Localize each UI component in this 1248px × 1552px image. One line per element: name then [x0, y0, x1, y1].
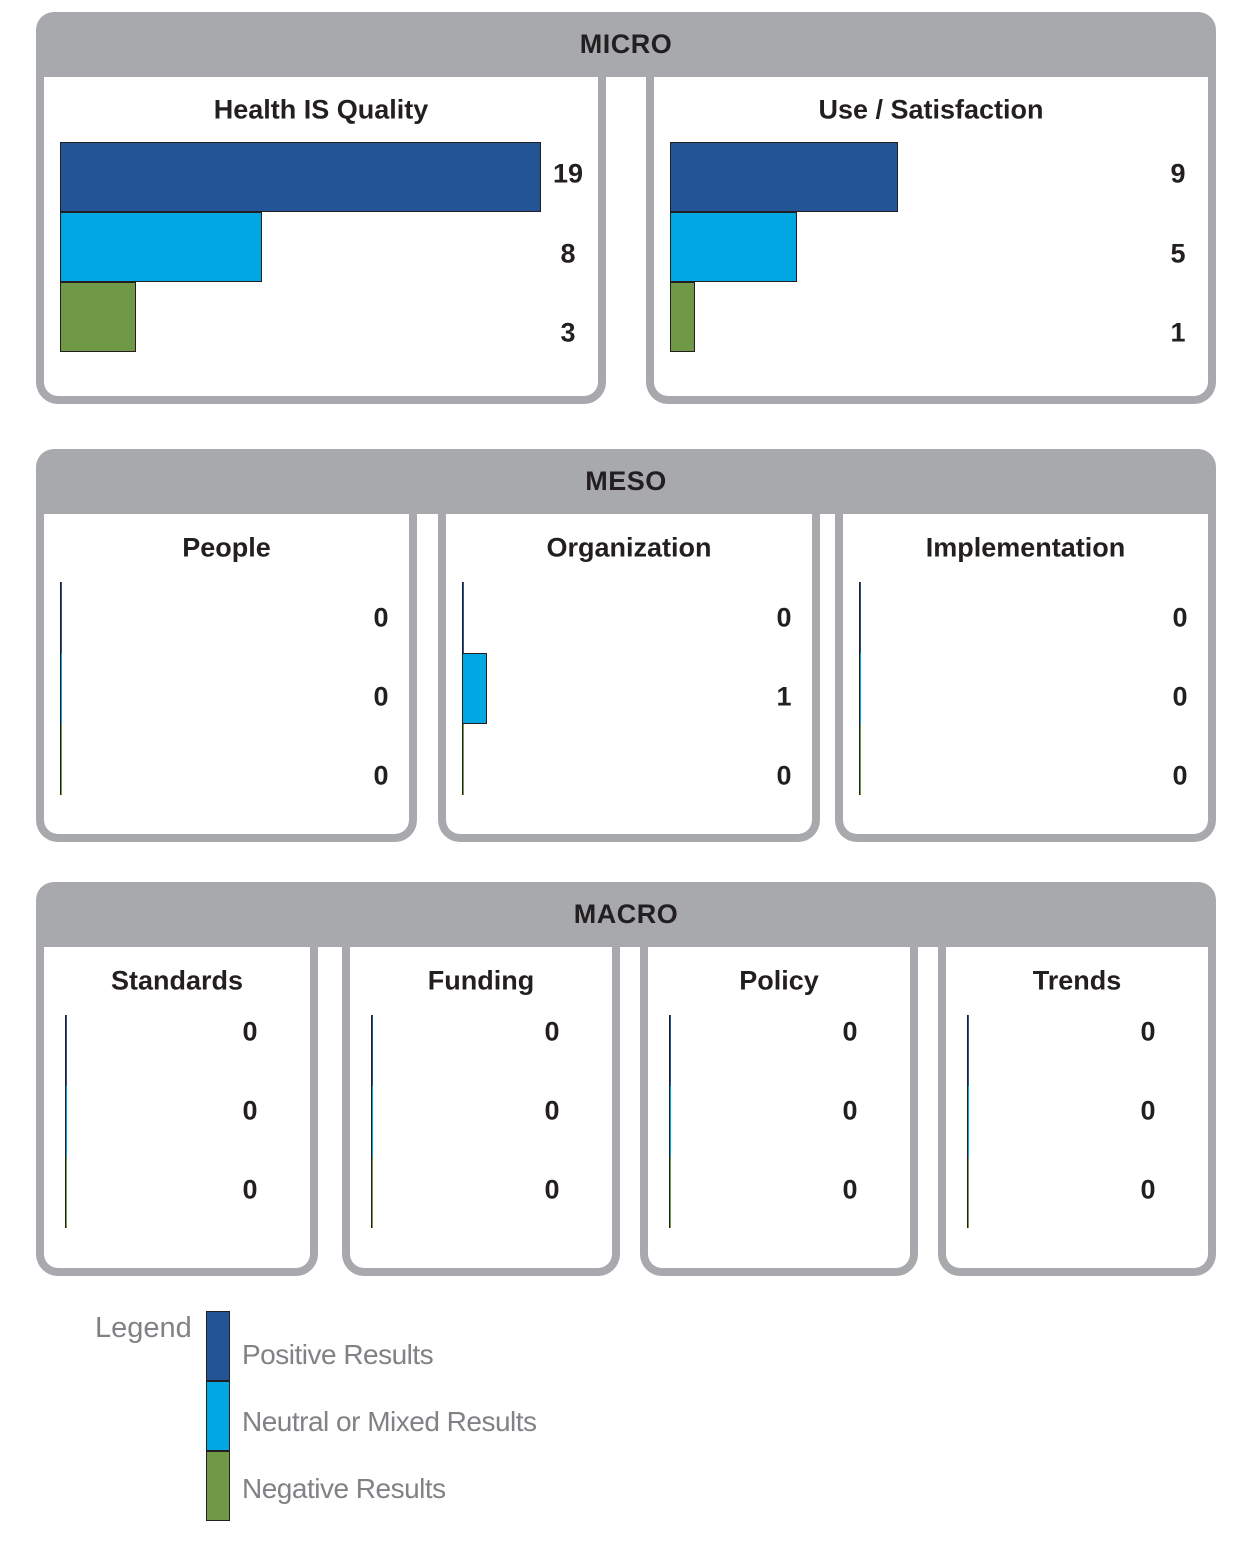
legend-label-neutral: Neutral or Mixed Results [242, 1406, 537, 1437]
bar-negative [60, 282, 136, 352]
bar-neutral [371, 1086, 373, 1157]
legend-label-negative: Negative Results [242, 1473, 446, 1504]
bar-neutral [60, 653, 62, 724]
value-label-negative: 0 [842, 1174, 858, 1205]
bar-neutral [60, 212, 263, 282]
value-label-positive: 0 [842, 1016, 858, 1047]
bar-neutral [967, 1086, 969, 1157]
bar-positive [65, 1015, 67, 1086]
legend-swatch-neutral [206, 1381, 230, 1451]
panel-funding: Funding 0 0 0 [342, 947, 620, 1276]
panel-people: People 0 0 0 [36, 514, 417, 842]
value-label-negative: 0 [1140, 1174, 1156, 1205]
value-label-positive: 19 [552, 158, 584, 189]
value-label-positive: 0 [776, 602, 792, 633]
panel-standards: Standards 0 0 0 [36, 947, 318, 1276]
panel-title: Health IS Quality [213, 94, 429, 125]
value-label-neutral: 0 [242, 1095, 258, 1126]
bar-positive [670, 142, 898, 212]
bar-positive [371, 1015, 373, 1086]
panel-title: People [182, 532, 271, 563]
bar-negative [60, 724, 62, 795]
bar-neutral [462, 653, 488, 724]
panel-organization: Organization 0 1 0 [438, 514, 820, 842]
value-label-neutral: 0 [1172, 681, 1188, 712]
panel-title: Trends [1032, 965, 1122, 996]
value-label-positive: 0 [373, 602, 389, 633]
bar-neutral [670, 212, 797, 282]
value-label-negative: 0 [373, 760, 389, 791]
panel-policy: Policy 0 0 0 [640, 947, 918, 1276]
value-label-neutral: 0 [373, 681, 389, 712]
panel-health-is-quality: Health IS Quality 19 8 3 [36, 77, 606, 404]
value-label-negative: 0 [776, 760, 792, 791]
value-label-neutral: 8 [560, 238, 576, 269]
bar-negative [669, 1157, 671, 1228]
panel-title: Use / Satisfaction [818, 94, 1044, 125]
panel-title: Funding [427, 965, 535, 996]
bar-negative [371, 1157, 373, 1228]
panel-implementation: Implementation 0 0 0 [835, 514, 1216, 842]
group-micro: MICRO Health IS Quality 19 8 3 Use / Satisfac… [36, 12, 1216, 404]
panel-title: Policy [739, 965, 819, 996]
value-label-neutral: 5 [1170, 238, 1186, 269]
bar-positive [60, 582, 62, 653]
value-label-negative: 0 [242, 1174, 258, 1205]
value-label-positive: 0 [242, 1016, 258, 1047]
group-header: MACRO [36, 882, 1216, 947]
panel-title: Organization [546, 532, 712, 563]
bar-positive [967, 1015, 969, 1086]
value-label-positive: 9 [1170, 158, 1186, 189]
value-label-neutral: 0 [544, 1095, 560, 1126]
value-label-neutral: 0 [842, 1095, 858, 1126]
value-label-negative: 1 [1170, 317, 1186, 348]
panel-use-satisfaction: Use / Satisfaction 9 5 1 [646, 77, 1216, 404]
value-label-positive: 0 [1172, 602, 1188, 633]
bar-neutral [669, 1086, 671, 1157]
bar-neutral [65, 1086, 67, 1157]
legend-swatch-negative [206, 1451, 230, 1521]
value-label-negative: 0 [1172, 760, 1188, 791]
bar-negative [967, 1157, 969, 1228]
panel-title: Implementation [925, 532, 1126, 563]
bar-positive [60, 142, 541, 212]
value-label-negative: 3 [560, 317, 576, 348]
panel-title: Standards [110, 965, 244, 996]
bar-negative [65, 1157, 67, 1228]
legend-label-positive: Positive Results [242, 1339, 434, 1370]
bar-positive [462, 582, 464, 653]
bar-negative [462, 724, 464, 795]
bar-positive [669, 1015, 671, 1086]
value-label-neutral: 0 [1140, 1095, 1156, 1126]
group-header: MICRO [36, 12, 1216, 77]
panel-trends: Trends 0 0 0 [938, 947, 1216, 1276]
bar-positive [859, 582, 861, 653]
group-macro: MACRO Standards 0 0 0 Funding 0 0 0 Policy 0 0 0 Tren… [36, 882, 1216, 1276]
value-label-positive: 0 [544, 1016, 560, 1047]
bar-neutral [859, 653, 861, 724]
group-meso: MESO People 0 0 0 Organization 0 1 0 Implementati… [36, 449, 1216, 842]
group-header: MESO [36, 449, 1216, 514]
legend-title: Legend [95, 1312, 192, 1344]
value-label-neutral: 1 [776, 681, 792, 712]
bar-negative [859, 724, 861, 795]
value-label-negative: 0 [544, 1174, 560, 1205]
value-label-positive: 0 [1140, 1016, 1156, 1047]
legend-swatch-positive [206, 1311, 230, 1381]
bar-negative [670, 282, 696, 352]
